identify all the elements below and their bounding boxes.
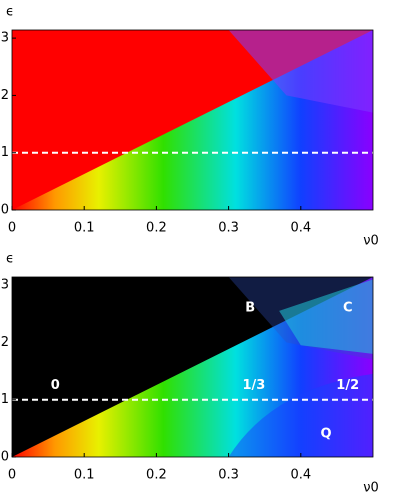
y-tick-label: 0 <box>1 203 9 218</box>
x-tick-label: 0.4 <box>290 468 311 483</box>
x-tick-label: 0.4 <box>290 221 311 236</box>
annotation: 0 <box>51 378 60 393</box>
x-tick-label: 0.1 <box>74 221 95 236</box>
annotation: 1/2 <box>336 378 359 393</box>
annotation: 1/3 <box>242 378 265 393</box>
panel: 0 0.1 0.2 0.3 0.4 0 1 2 3 ν0 ϵ B C 0 1/3 1/2 Q <box>1 252 379 492</box>
plot-frame <box>11 29 374 211</box>
plot-frame <box>11 276 374 458</box>
x-tick-label: 0.2 <box>146 221 167 236</box>
annotation: Q <box>321 427 332 442</box>
panel: 0 0.1 0.2 0.3 0.4 0 1 2 3 ν0 ϵ <box>1 5 379 249</box>
x-tick-label: 0 <box>8 221 16 236</box>
y-tick-label: 2 <box>1 335 9 350</box>
heatmap-structure <box>228 373 373 457</box>
heatmap-structure <box>279 279 373 354</box>
annotation: B <box>245 301 255 316</box>
x-tick-label: 0.2 <box>146 468 167 483</box>
y-axis-label: ϵ <box>6 5 14 20</box>
x-tick-label: 0.1 <box>74 468 95 483</box>
y-tick-label: 3 <box>1 31 9 46</box>
y-tick-label: 1 <box>1 145 9 160</box>
y-tick-label: 2 <box>1 88 9 103</box>
heatmap-structure <box>228 30 373 113</box>
x-tick-label: 0.3 <box>218 221 239 236</box>
y-axis-label: ϵ <box>6 252 14 267</box>
x-tick-label: 0 <box>8 468 16 483</box>
y-tick-label: 3 <box>1 278 9 293</box>
y-tick-label: 0 <box>1 450 9 465</box>
x-axis-label: ν0 <box>363 234 379 249</box>
x-tick-label: 0.3 <box>218 468 239 483</box>
annotation: C <box>343 301 353 316</box>
y-tick-label: 1 <box>1 392 9 407</box>
x-axis-label: ν0 <box>363 481 379 492</box>
